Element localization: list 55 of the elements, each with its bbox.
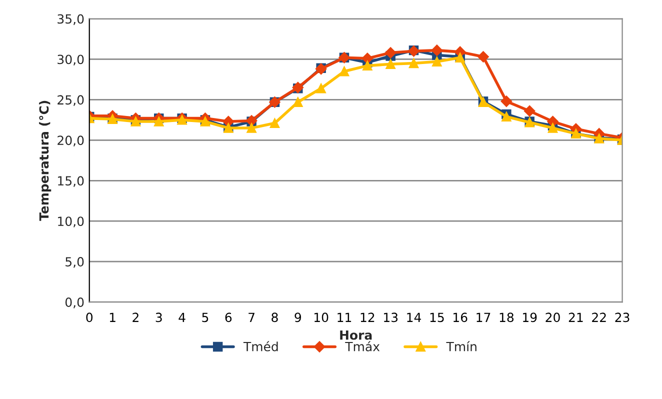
x-tick-label: 1 — [110, 312, 116, 322]
x-tick-label: 22 — [592, 312, 606, 322]
y-tick-label: 0,0 — [65, 298, 84, 308]
point — [431, 44, 443, 56]
x-tick-label: 11 — [338, 312, 352, 322]
x-axis-title: Hora — [340, 330, 372, 340]
y-axis-title: Temperatura (°C) — [39, 100, 52, 221]
point — [362, 60, 372, 71]
point — [432, 56, 442, 67]
x-tick-label: 14 — [407, 312, 421, 322]
point — [270, 118, 280, 128]
x-tick-label: 3 — [156, 312, 162, 322]
y-tick-label: 20,0 — [58, 136, 84, 146]
x-tick-label: 17 — [476, 312, 490, 322]
point — [408, 58, 419, 68]
x-tick-label: 20 — [546, 312, 560, 322]
x-tick-label: 0 — [86, 312, 93, 322]
y-tick-label: 35,0 — [58, 14, 84, 25]
point — [316, 84, 326, 94]
point — [384, 47, 396, 58]
point — [339, 66, 350, 76]
x-tick-label: 21 — [568, 312, 583, 322]
x-tick-label: 6 — [225, 312, 232, 322]
x-tick-label: 4 — [178, 312, 186, 322]
y-tick-label: 30,0 — [58, 54, 84, 66]
point — [500, 96, 512, 107]
y-tick-label: 5,0 — [66, 257, 84, 268]
x-tick-label: 13 — [384, 312, 398, 322]
x-tick-label: 23 — [615, 312, 630, 322]
x-tick-label: 15 — [430, 312, 444, 322]
legend-label: Tméd — [243, 341, 278, 352]
x-tick-label: 9 — [294, 312, 301, 322]
x-tick-label: 2 — [132, 312, 138, 322]
y-tick-label: 15,0 — [58, 176, 84, 187]
x-tick-label: 18 — [500, 312, 514, 322]
x-tick-label: 16 — [454, 312, 468, 322]
x-tick-label: 10 — [314, 312, 328, 322]
x-tick-label: 7 — [248, 312, 254, 322]
legend-label: Tmín — [446, 341, 476, 352]
legend-label: Tmáx — [345, 341, 380, 352]
point — [362, 52, 374, 64]
y-tick-label: 10,0 — [58, 216, 84, 228]
x-tick-label: 19 — [523, 312, 537, 322]
point — [154, 116, 164, 126]
y-tick-label: 25,0 — [58, 95, 84, 106]
point — [246, 123, 256, 133]
x-tick-label: 12 — [360, 312, 374, 322]
point — [524, 105, 536, 117]
point — [478, 51, 489, 62]
point — [548, 123, 558, 133]
point — [386, 59, 396, 69]
point — [293, 97, 303, 107]
x-tick-label: 5 — [202, 312, 208, 322]
x-tick-label: 8 — [272, 312, 278, 322]
point — [502, 112, 512, 122]
